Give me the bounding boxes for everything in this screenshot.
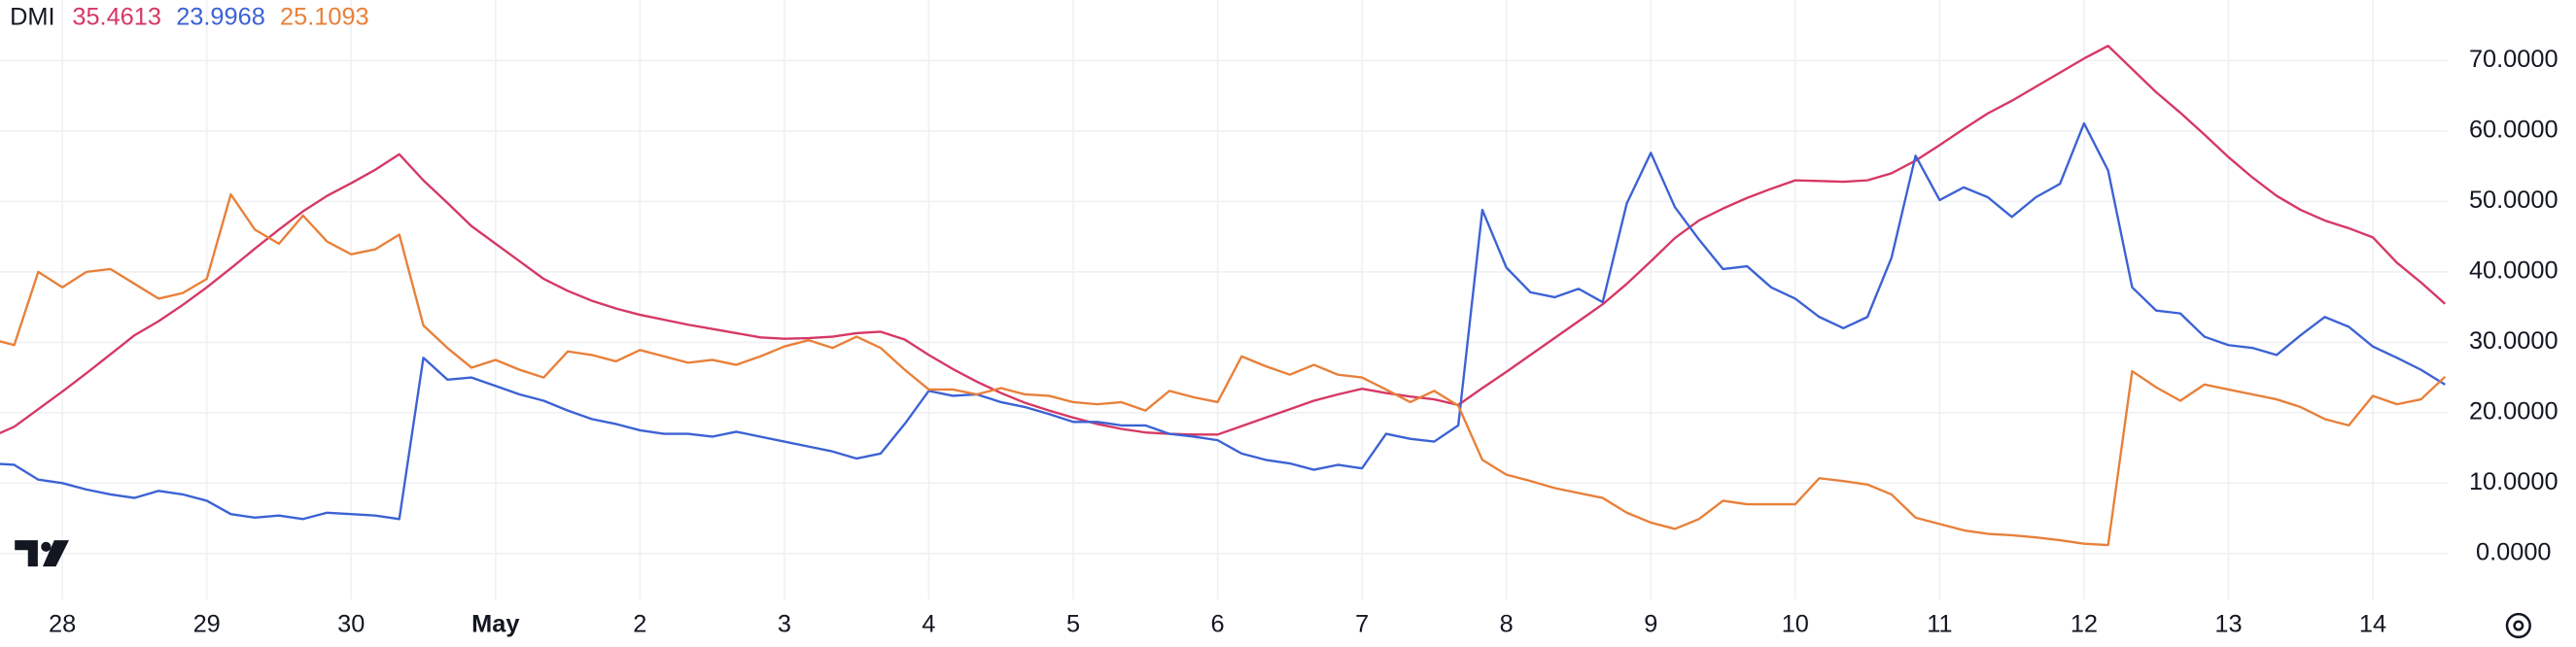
x-tick-label: 4 (922, 611, 935, 638)
x-tick-label: 8 (1500, 611, 1514, 638)
x-tick-label: 12 (2071, 611, 2098, 638)
x-tick-label: 6 (1211, 611, 1225, 638)
x-tick-label: 5 (1066, 611, 1080, 638)
legend-value: 25.1093 (280, 3, 369, 30)
y-tick-label: 60.0000 (2469, 117, 2559, 144)
y-tick-label: 40.0000 (2469, 257, 2559, 285)
x-tick-label: 14 (2359, 611, 2386, 638)
legend-value: 35.4613 (72, 3, 161, 30)
x-tick-label: 29 (193, 611, 221, 638)
y-tick-label: 10.0000 (2469, 468, 2559, 495)
x-tick-label: 10 (1782, 611, 1809, 638)
y-tick-label: 20.0000 (2469, 398, 2559, 426)
x-tick-label: 11 (1927, 611, 1952, 638)
x-tick-label: 30 (337, 611, 365, 638)
grid (0, 0, 2449, 599)
labels: 0.0000 10.0000 20.0000 30.0000 40.0000 50.000… (49, 46, 2559, 638)
x-tick-label: 2 (633, 611, 646, 638)
tv-logo (15, 540, 69, 567)
indicator-name: DMI (10, 3, 54, 30)
y-tick-label: 0.0000 (2476, 539, 2552, 566)
x-tick-label: 7 (1355, 611, 1369, 638)
x-tick-label: 28 (49, 611, 76, 638)
line-series (0, 44, 2447, 436)
y-tick-label: 30.0000 (2469, 327, 2559, 355)
x-tick-label: 13 (2214, 611, 2242, 638)
lines (0, 44, 2447, 547)
y-tick-label: 50.0000 (2469, 187, 2559, 214)
x-tick-label: 9 (1644, 611, 1657, 638)
x-tick-label: 3 (778, 611, 791, 638)
line-series (0, 192, 2447, 547)
settings-icon[interactable] (2505, 612, 2531, 639)
y-tick-label: 70.0000 (2469, 46, 2559, 73)
legend-value: 23.9968 (176, 3, 265, 30)
x-tick-label: May (471, 611, 519, 638)
line-series (0, 121, 2446, 521)
